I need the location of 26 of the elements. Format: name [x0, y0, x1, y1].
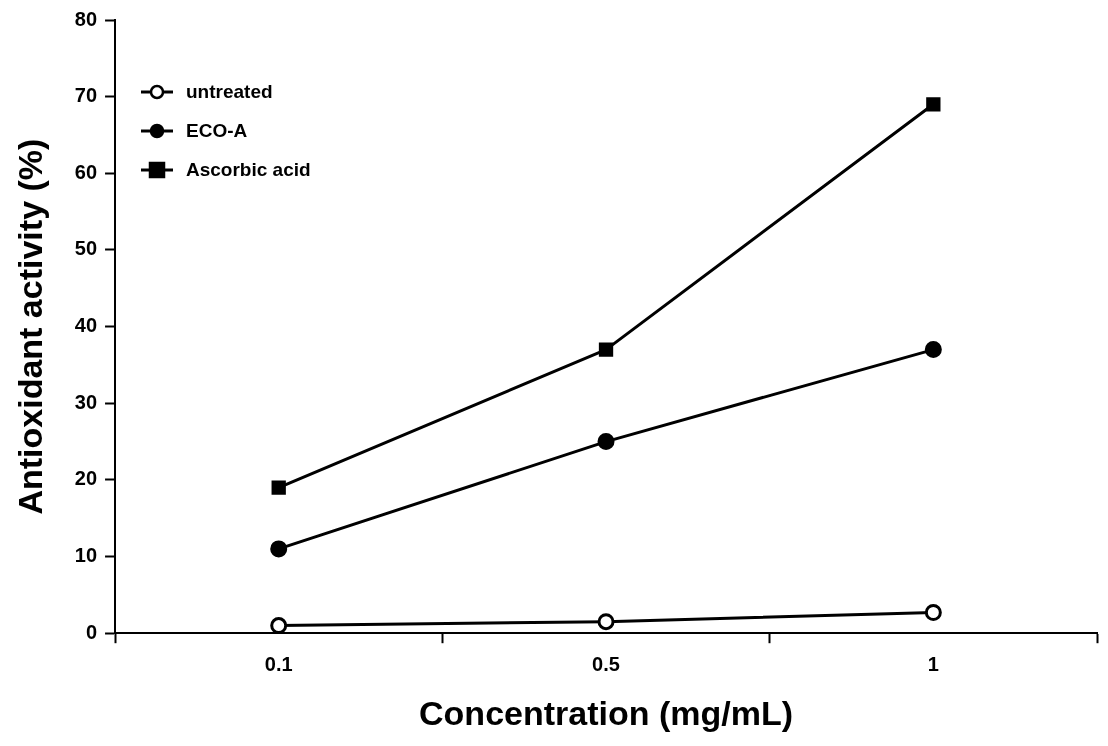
y-tick-label: 20 [74, 467, 98, 490]
y-tick-label: 30 [74, 390, 98, 413]
x-tick-label: 0.5 [592, 652, 620, 675]
point [597, 613, 615, 631]
point [598, 342, 614, 357]
y-tick-label: 40 [74, 314, 98, 337]
point [270, 540, 288, 558]
point [597, 433, 615, 451]
point [270, 617, 288, 634]
y-tick-label: 0 [85, 620, 98, 643]
x-axis-title: Concentration (mg/mL) [419, 693, 794, 732]
point [924, 341, 942, 359]
y-tick-label: 70 [74, 84, 98, 107]
y-tick-label: 10 [74, 544, 98, 567]
point [271, 480, 286, 495]
point [924, 604, 942, 622]
y-tick-label: 80 [74, 7, 98, 30]
legend-label: Ascorbic acid [186, 158, 311, 181]
y-tick-label: 60 [74, 160, 98, 183]
x-tick-label: 1 [927, 652, 939, 675]
y-tick-label: 50 [74, 237, 98, 260]
point [926, 97, 941, 112]
x-tick-label: 0.1 [264, 652, 293, 675]
legend-label: untreated [186, 80, 273, 103]
legend-label: ECO-A [186, 119, 248, 142]
y-axis-title: Antioxidant activity (%) [10, 138, 49, 515]
